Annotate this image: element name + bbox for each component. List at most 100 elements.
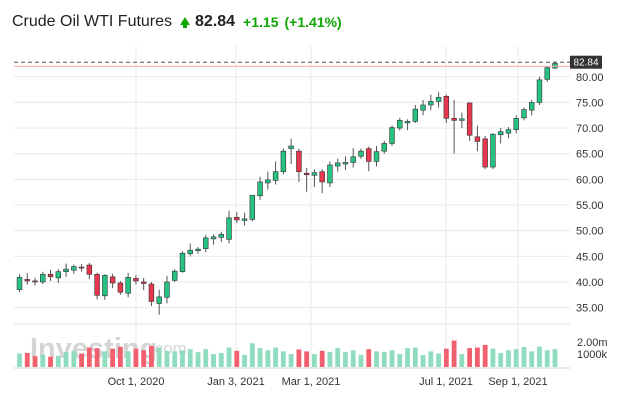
y-tick-label: 40.00 bbox=[576, 277, 604, 289]
candle-body bbox=[63, 268, 69, 273]
volume-bar bbox=[451, 340, 457, 367]
y-axis: 35.00 40.00 45.00 50.00 55.00 60.00 65.00 70.00… bbox=[576, 72, 604, 315]
volume-bar bbox=[94, 348, 100, 367]
candle-body bbox=[319, 171, 325, 183]
x-tick-label: Jul 1, 2021 bbox=[419, 376, 473, 388]
candle-body bbox=[381, 143, 387, 152]
candle-body bbox=[265, 179, 271, 184]
candle-body bbox=[366, 148, 372, 162]
volume-bar bbox=[86, 347, 92, 367]
volume-bar bbox=[312, 354, 317, 367]
volume-bar bbox=[296, 349, 302, 367]
y-tick-label: 75.00 bbox=[576, 97, 604, 109]
candle-body bbox=[40, 273, 46, 283]
volume-bar bbox=[304, 351, 310, 367]
candle-body bbox=[288, 145, 294, 149]
candle-body bbox=[466, 102, 473, 136]
volume-bar bbox=[374, 351, 379, 367]
volume-bar bbox=[436, 353, 441, 367]
volume-bar bbox=[249, 343, 255, 367]
volume-bar bbox=[513, 349, 519, 367]
candle-body bbox=[311, 172, 318, 176]
volume-bar bbox=[24, 352, 30, 367]
candle-body bbox=[24, 279, 30, 282]
volume-bar bbox=[459, 354, 465, 367]
volume-bar bbox=[467, 348, 473, 367]
volume-bar bbox=[405, 348, 410, 367]
volume-bar bbox=[141, 350, 147, 367]
price-change: +1.15 bbox=[243, 14, 279, 30]
last-price-tag: 82.84 bbox=[570, 55, 602, 69]
candle-body bbox=[47, 273, 54, 278]
candle-body bbox=[257, 181, 263, 197]
y-tick-label: 70.00 bbox=[576, 123, 604, 135]
candle-body bbox=[117, 282, 124, 293]
x-tick-label: Oct 1, 2020 bbox=[108, 376, 165, 388]
candle-body bbox=[241, 218, 248, 221]
candles bbox=[16, 61, 558, 315]
volume-bar bbox=[257, 348, 263, 367]
candle-body bbox=[521, 109, 527, 119]
volume-bar bbox=[195, 352, 201, 367]
candle-body bbox=[420, 104, 426, 111]
volume-bar bbox=[17, 353, 22, 367]
volume-bar bbox=[226, 347, 232, 367]
candle-body bbox=[505, 129, 512, 134]
volume-bar bbox=[381, 351, 387, 367]
candle-body bbox=[342, 162, 349, 165]
y-tick-label: 45.00 bbox=[576, 251, 604, 263]
volume-bar bbox=[428, 351, 434, 367]
grid-lines bbox=[14, 46, 570, 369]
volume-bar bbox=[102, 351, 108, 367]
last-price: 82.84 bbox=[195, 13, 236, 30]
candle-body bbox=[218, 233, 224, 238]
y-tick-label: 60.00 bbox=[576, 174, 604, 186]
y-tick-label: 50.00 bbox=[576, 226, 604, 238]
volume-tick-label: 2.00m bbox=[577, 337, 608, 349]
volume-bar bbox=[149, 345, 154, 367]
x-tick-label: Sep 1, 2021 bbox=[488, 376, 547, 388]
candle-body bbox=[16, 277, 23, 290]
candle-body bbox=[529, 102, 535, 111]
candle-body bbox=[195, 248, 201, 251]
volume-bar bbox=[544, 350, 550, 367]
volume-bar bbox=[211, 354, 216, 367]
volume-bar bbox=[234, 350, 240, 367]
candle-body bbox=[358, 150, 364, 157]
volume-bar bbox=[498, 352, 504, 367]
volume-bar bbox=[280, 351, 286, 367]
volume-bar bbox=[443, 348, 449, 367]
last-price-tag-box bbox=[570, 55, 602, 69]
candle-body bbox=[133, 278, 139, 282]
volume-bar bbox=[40, 354, 46, 367]
candle-body bbox=[187, 249, 193, 255]
candle-body bbox=[327, 164, 333, 184]
volume-bar bbox=[117, 346, 123, 367]
candle-body bbox=[443, 95, 450, 119]
candle-body bbox=[428, 101, 434, 106]
candle-body bbox=[86, 264, 93, 275]
volume-bar bbox=[350, 350, 356, 367]
candle-body bbox=[109, 276, 116, 284]
volume-bar bbox=[133, 348, 139, 367]
volume-bar bbox=[156, 347, 162, 367]
volume-bar bbox=[32, 356, 38, 367]
volume-bar bbox=[529, 351, 535, 367]
volume-bar bbox=[288, 354, 294, 367]
y-tick-label: 35.00 bbox=[576, 303, 604, 315]
volume-bar bbox=[358, 354, 364, 367]
volume-bar bbox=[180, 350, 185, 367]
candle-body bbox=[397, 120, 403, 129]
candle-body bbox=[172, 270, 178, 281]
candle-body bbox=[55, 271, 62, 279]
volume-bar bbox=[482, 344, 488, 367]
candle-body bbox=[148, 283, 155, 302]
candle-body bbox=[249, 194, 256, 220]
volume-bar bbox=[63, 352, 69, 367]
candle-body bbox=[102, 274, 108, 297]
candle-body bbox=[334, 162, 341, 167]
candle-body bbox=[490, 133, 496, 168]
candle-body bbox=[125, 277, 131, 294]
